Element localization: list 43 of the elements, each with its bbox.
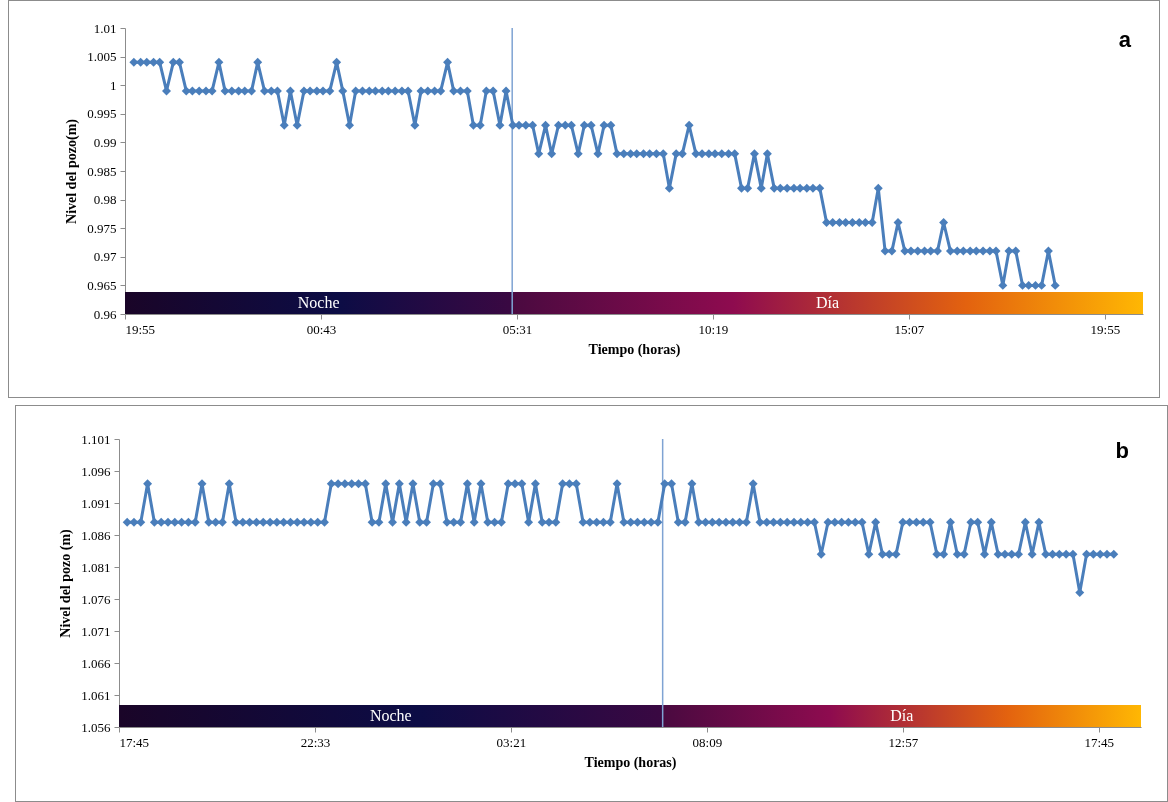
x-tick-label: 17:45 — [1084, 734, 1115, 750]
x-axis-title: Tiempo (horas) — [588, 341, 681, 358]
y-tick-label: 0.96 — [93, 306, 117, 322]
y-tick-label: 1.01 — [93, 20, 117, 36]
y-axis-title: Nivel del pozo (m) — [58, 528, 75, 638]
x-tick-label: 12:57 — [888, 734, 919, 750]
x-axis-title: Tiempo (horas) — [584, 754, 677, 771]
x-tick-label: 10:19 — [698, 321, 729, 337]
band-label: Día — [816, 294, 840, 311]
y-tick-label: 0.99 — [93, 134, 117, 150]
y-tick-label: 0.985 — [87, 163, 117, 179]
y-tick-label: 0.975 — [87, 220, 117, 236]
y-tick-label: 0.965 — [87, 277, 117, 293]
y-tick-label: 1.081 — [81, 559, 111, 575]
y-tick-label: 0.995 — [87, 106, 117, 122]
y-tick-label: 1.101 — [81, 431, 111, 447]
x-tick-label: 03:21 — [496, 734, 527, 750]
y-tick-label: 1.086 — [81, 527, 111, 543]
y-tick-label: 1.056 — [81, 719, 111, 735]
y-tick-label: 1.061 — [81, 687, 111, 703]
x-tick-label: 17:45 — [119, 734, 150, 750]
chart-title: a — [1118, 27, 1132, 52]
band-label: Noche — [297, 294, 340, 311]
y-tick-label: 1.076 — [81, 591, 111, 607]
x-tick-label: 22:33 — [300, 734, 331, 750]
x-tick-label: 19:55 — [1090, 321, 1121, 337]
y-tick-label: 1.096 — [81, 463, 111, 479]
y-axis-title: Nivel del pozo(m) — [64, 118, 81, 224]
x-tick-label: 15:07 — [894, 321, 925, 337]
x-tick-label: 05:31 — [502, 321, 533, 337]
y-tick-label: 0.98 — [93, 192, 117, 208]
band-label: Noche — [369, 707, 412, 724]
y-tick-label: 1 — [110, 77, 117, 93]
x-tick-label: 19:55 — [125, 321, 156, 337]
band-label: Día — [890, 707, 914, 724]
y-tick-label: 1.005 — [87, 49, 117, 65]
y-tick-label: 1.091 — [81, 495, 111, 511]
y-tick-label: 1.066 — [81, 655, 111, 671]
x-tick-label: 00:43 — [306, 321, 337, 337]
x-tick-label: 08:09 — [692, 734, 723, 750]
y-tick-label: 0.97 — [93, 249, 117, 265]
chart-title: b — [1115, 438, 1129, 463]
y-tick-label: 1.071 — [81, 623, 111, 639]
